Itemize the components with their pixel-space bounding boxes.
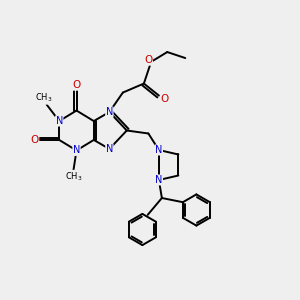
Text: N: N [155,145,163,155]
Text: N: N [106,144,113,154]
Text: N: N [56,116,63,126]
Text: O: O [30,135,38,145]
Text: CH$_3$: CH$_3$ [65,170,82,183]
Text: O: O [144,55,152,65]
Text: N: N [106,107,113,117]
Text: CH$_3$: CH$_3$ [35,92,53,104]
Text: O: O [72,80,81,90]
Text: N: N [73,146,80,155]
Text: N: N [155,175,163,185]
Text: O: O [161,94,169,103]
